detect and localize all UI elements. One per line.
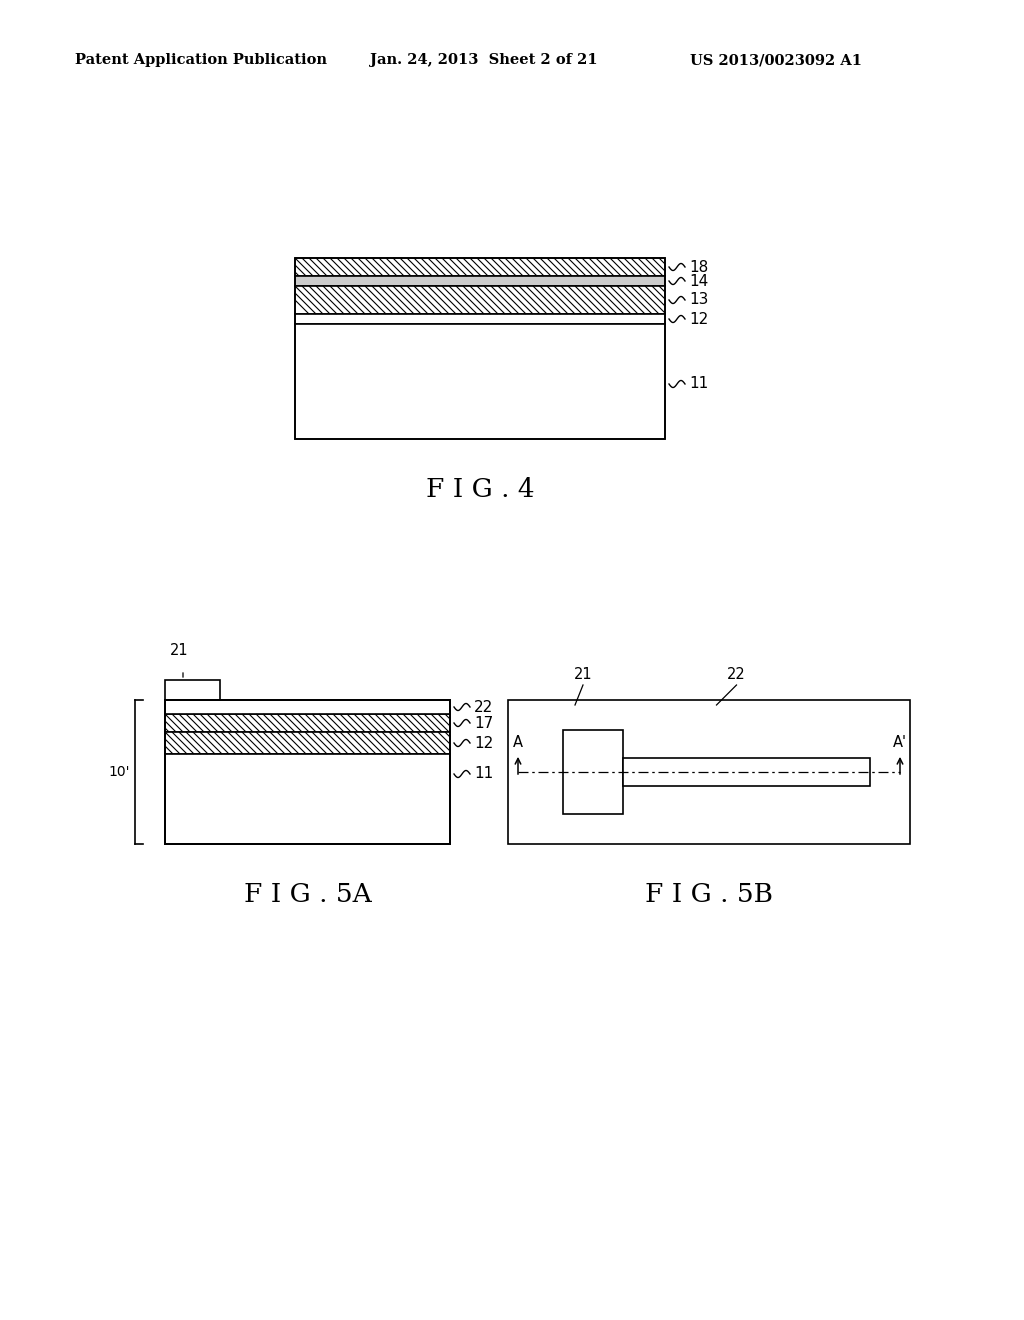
Bar: [165, 754, 450, 843]
Bar: [295, 323, 665, 440]
Bar: [563, 730, 623, 814]
Text: US 2013/0023092 A1: US 2013/0023092 A1: [690, 53, 862, 67]
Bar: [295, 286, 665, 314]
Text: 21: 21: [170, 643, 188, 657]
Text: 22: 22: [474, 700, 494, 714]
Text: A': A': [893, 735, 907, 750]
Text: 13: 13: [689, 293, 709, 308]
Bar: [165, 714, 450, 733]
Bar: [623, 758, 870, 785]
Text: 21: 21: [573, 667, 592, 682]
Bar: [295, 257, 665, 276]
Bar: [165, 733, 450, 754]
Text: 18: 18: [689, 260, 709, 275]
Text: F I G . 5A: F I G . 5A: [244, 882, 372, 907]
Bar: [295, 314, 665, 323]
Text: 17: 17: [474, 715, 494, 730]
Text: F I G . 4: F I G . 4: [426, 477, 535, 502]
Bar: [165, 680, 220, 700]
Text: A: A: [513, 735, 523, 750]
Text: 12: 12: [474, 735, 494, 751]
Bar: [295, 257, 665, 440]
Text: F I G . 5B: F I G . 5B: [645, 882, 773, 907]
Text: 11: 11: [474, 767, 494, 781]
Bar: [295, 276, 665, 286]
Text: 14: 14: [689, 273, 709, 289]
Text: 22: 22: [727, 667, 745, 682]
Text: Jan. 24, 2013  Sheet 2 of 21: Jan. 24, 2013 Sheet 2 of 21: [370, 53, 598, 67]
Bar: [165, 700, 450, 714]
Bar: [508, 700, 910, 843]
Text: Patent Application Publication: Patent Application Publication: [75, 53, 327, 67]
Text: 10': 10': [109, 766, 130, 779]
Text: 11: 11: [689, 376, 709, 392]
Bar: [165, 700, 450, 843]
Text: 12: 12: [689, 312, 709, 326]
